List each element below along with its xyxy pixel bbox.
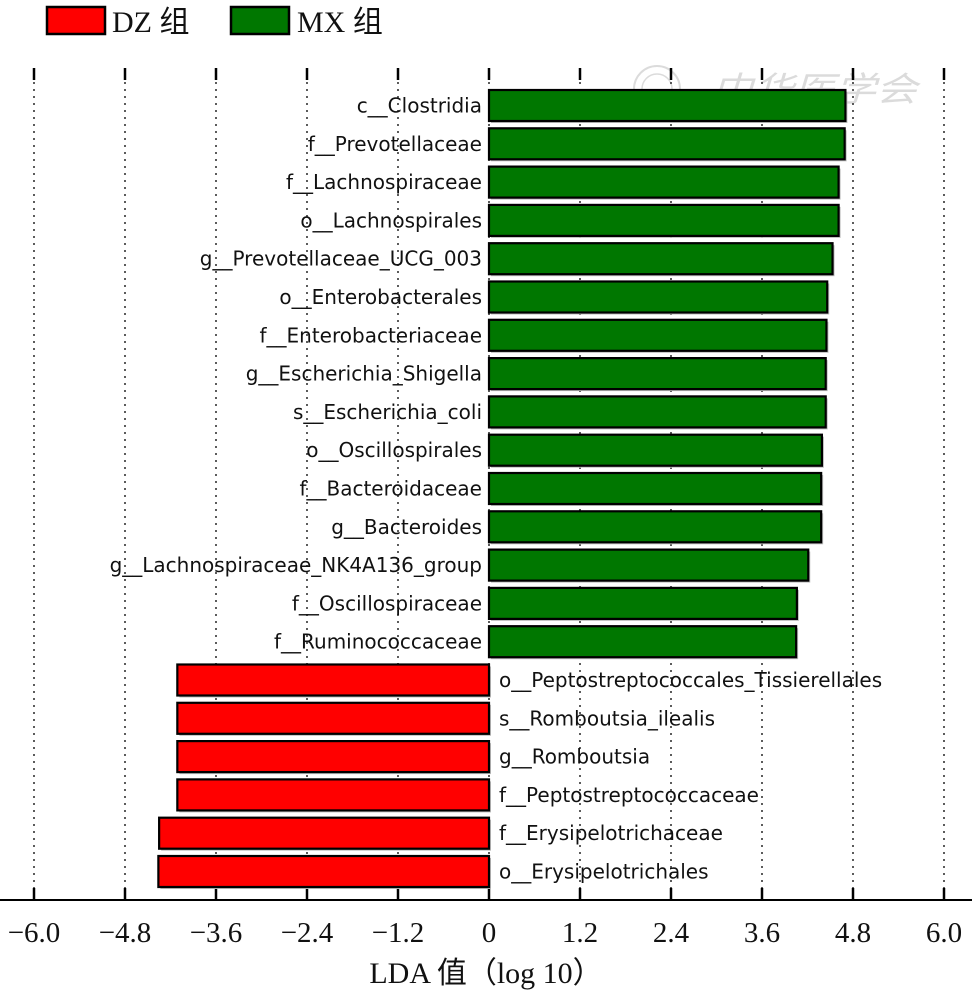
category-label: f__Ruminococcaceae: [274, 630, 482, 654]
category-label: g__Prevotellaceae_UCG_003: [200, 247, 482, 271]
bar-mx: [487, 242, 834, 276]
category-label: c__Clostridia: [357, 94, 482, 118]
legend-label-dz: DZ 组: [112, 6, 190, 39]
category-label: s__Romboutsia_ilealis: [499, 706, 715, 730]
category-label: f__Enterobacteriaceae: [259, 323, 482, 347]
category-label: g__Romboutsia: [499, 745, 650, 769]
legend: DZ 组 MX 组: [45, 5, 383, 39]
bar-mx: [487, 395, 827, 429]
category-label: f__Peptostreptococcaceae: [499, 783, 759, 807]
bar-dz: [157, 854, 491, 889]
category-label: g__Escherichia_Shigella: [246, 362, 482, 386]
legend-swatch-mx: [229, 5, 291, 36]
category-label: o__Lachnospirales: [300, 208, 482, 232]
bar-dz: [158, 816, 491, 850]
bars: [157, 88, 848, 889]
bar-mx: [487, 165, 840, 199]
category-label: f__Bacteroidaceae: [299, 477, 482, 501]
category-labels: c__Clostridia f__Prevotellaceae f__Lachnos…: [110, 94, 883, 884]
bar-dz: [176, 663, 491, 697]
x-tick-label: 4.8: [835, 917, 871, 949]
x-tick-labels: −6.0 −4.8 −3.6 −2.4 −1.2 0 1.2 2.4 3.6 4.8 6.0: [8, 917, 962, 949]
bar-mx: [487, 548, 810, 582]
bar-mx: [487, 280, 829, 314]
category-label: o__Erysipelotrichales: [499, 860, 709, 884]
bar-mx: [487, 433, 824, 467]
bar-dz: [176, 778, 491, 812]
x-tick-label: 2.4: [653, 917, 690, 949]
x-tick-label: 3.6: [744, 917, 780, 949]
bar-mx: [487, 625, 798, 659]
category-label: o__Enterobacterales: [279, 285, 482, 309]
bar-dz: [176, 739, 491, 774]
bar-mx: [487, 471, 823, 506]
category-label: o__Oscillospirales: [306, 438, 482, 462]
category-label: f__Erysipelotrichaceae: [499, 821, 723, 845]
category-label: f__Lachnospiraceae: [286, 170, 482, 194]
bar-mx: [487, 203, 840, 237]
bar-dz: [176, 701, 491, 735]
x-tick-label: 1.2: [562, 917, 598, 949]
category-label: f__Oscillospiraceae: [292, 591, 482, 615]
x-axis-ticks: [32, 68, 946, 900]
category-label: s__Escherichia_coli: [293, 400, 482, 424]
x-tick-label: 6.0: [926, 917, 962, 949]
legend-swatch-dz: [45, 5, 107, 36]
category-label: f__Prevotellaceae: [308, 132, 482, 156]
bar-mx: [487, 88, 847, 123]
category-label: g__Bacteroides: [331, 515, 482, 539]
bar-mx: [487, 586, 798, 621]
x-tick-label: −1.2: [372, 917, 425, 949]
x-tick-label: −6.0: [8, 917, 61, 949]
x-tick-label: −3.6: [190, 917, 243, 949]
legend-label-mx: MX 组: [297, 6, 383, 39]
category-label: g__Lachnospiraceae_NK4A136_group: [110, 553, 482, 577]
bar-mx: [487, 357, 827, 391]
x-axis-title: LDA 值（log 10）: [369, 957, 602, 990]
category-label: o__Peptostreptococcales_Tissierellales: [499, 668, 882, 692]
x-tick-label: −2.4: [281, 917, 334, 949]
bar-mx: [487, 510, 823, 544]
x-tick-label: 0: [482, 917, 497, 949]
bar-mx: [487, 127, 846, 161]
x-tick-label: −4.8: [99, 917, 152, 949]
bar-mx: [487, 318, 828, 352]
